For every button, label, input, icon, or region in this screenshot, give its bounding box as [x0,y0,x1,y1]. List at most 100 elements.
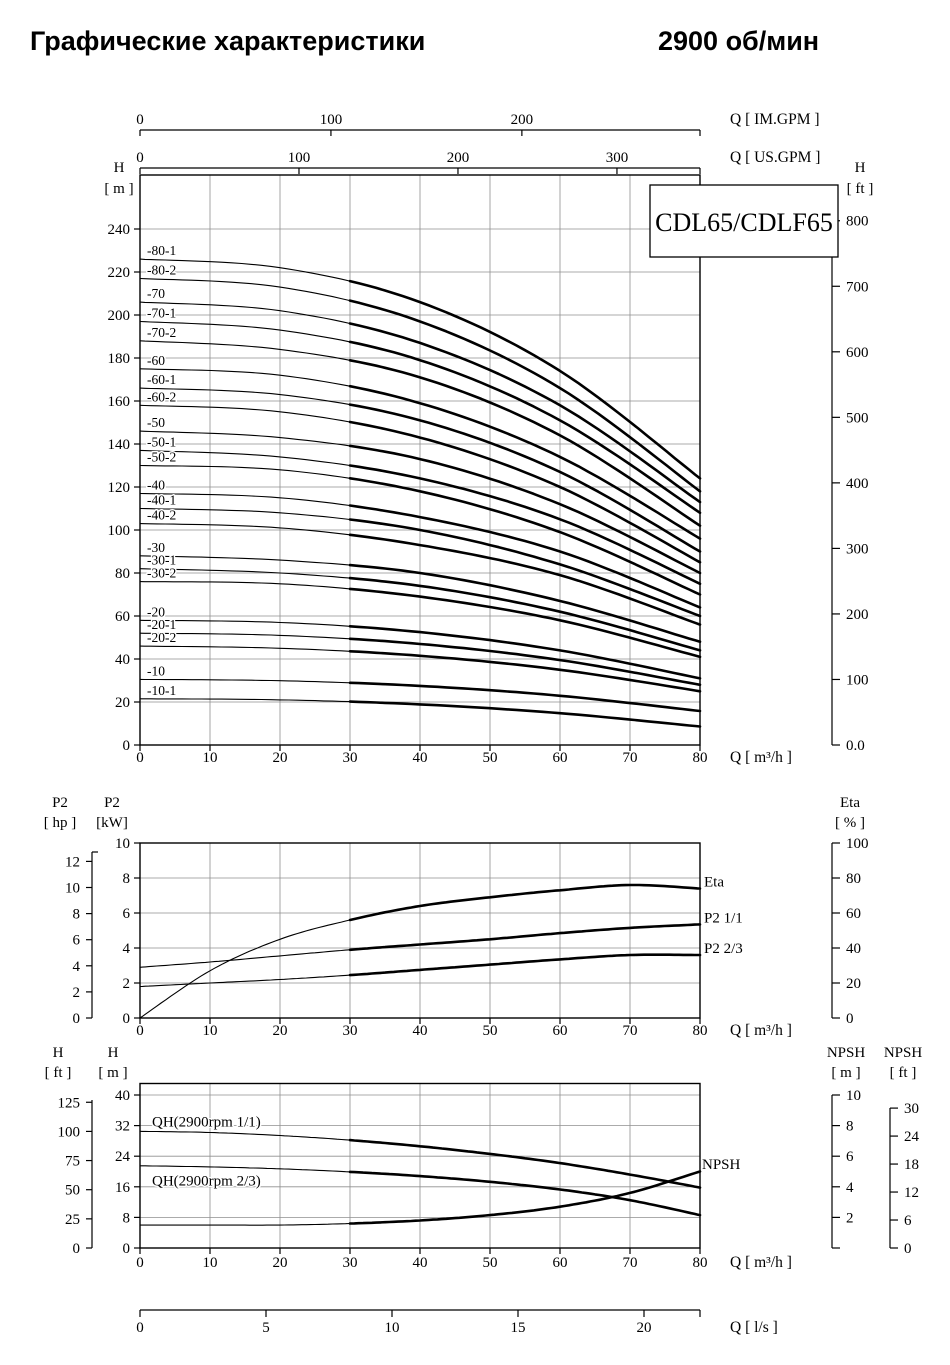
curve-label: QH(2900rpm 1/1) [152,1114,261,1130]
axis-tick-label: 200 [447,150,470,166]
axis-title: Q [ m³/h ] [730,1254,792,1271]
curve--50-2-bold [348,476,702,596]
axis-tick-label: 180 [108,351,131,367]
curve--20-1-thin [139,632,351,640]
axis-tick-label: 12 [65,854,80,870]
curve--40-thin [139,492,351,507]
head-capacity-chart: 0 100 200 Q [ IM.GPM ]0 100 200 300 Q [ US.GPM … [104,111,873,766]
axis-tick-label: 220 [108,265,131,281]
axis-tick-label: 500 [846,410,869,426]
model-label: CDL65/CDLF65 [655,208,833,237]
axis-tick-label: 100 [108,523,131,539]
axis-tick-label: 60 [115,609,130,625]
curve-label: -70-1 [147,305,176,320]
axis-tick-label: 80 [846,871,861,887]
curve--30-1-bold [348,576,702,652]
axis-tick-label: 16 [115,1180,131,1196]
axis-tick-label: 60 [553,1255,568,1271]
axis-tick-label: 10 [385,1320,400,1336]
axis-title: Q [ IM.GPM ] [730,111,820,128]
curve-label: Eta [704,875,724,891]
curve--30-thin [139,555,351,566]
axis-tick-label: 40 [846,941,861,957]
axis-tick-label: 75 [65,1154,80,1170]
axis-title: H [108,1045,119,1061]
axis-tick-label: 32 [115,1119,130,1135]
axis-tick-label: 6 [123,906,131,922]
rpm-label: 2900 об/мин [658,26,820,56]
axis-title: [kW] [96,815,128,831]
curve-label: -30-1 [147,553,176,568]
axis-tick-label: 6 [73,933,81,949]
axis-tick-label: 5 [262,1320,270,1336]
curve--70-1-bold [348,340,702,515]
axis-tick-label: 0 [73,1011,81,1027]
curve--10-thin [139,678,351,684]
curve-label: -30 [147,540,165,555]
axis-tick-label: 200 [108,308,131,324]
curve--70-bold [348,322,702,504]
axis-tick-label: 0 [136,1023,144,1039]
axis-tick-label: 200 [511,112,534,128]
curve--20-2-bold [348,649,702,693]
curve--40-2-thin [139,523,351,536]
axis-tick-label: 10 [203,750,218,766]
axis-title: Q [ m³/h ] [730,1022,792,1039]
axis-tick-label: 60 [553,1023,568,1039]
axis-tick-label: 2 [123,976,131,992]
axis-tick-label: 10 [203,1023,218,1039]
axis-tick-label: 300 [606,150,629,166]
curve--50-1-bold [348,464,702,586]
axis-tick-label: 100 [846,672,869,688]
curve--30-2-bold [348,587,702,659]
curve--60-thin [139,368,351,387]
curve-QH-2900rpm-1-1--bold [348,1138,702,1189]
curve-P2-2/3-thin [139,974,351,988]
curve--20-bold [348,624,702,680]
axis-tick-label: 0 [136,150,144,166]
axis-tick-label: 0 [136,1255,144,1271]
axis-tick-label: 80 [693,750,708,766]
page-title: Графические характеристики [30,26,426,56]
axis-tick-label: 0 [904,1241,912,1257]
axis-tick-label: 20 [273,750,288,766]
axis-tick-label: 10 [115,836,130,852]
axis-title: Q [ l/s ] [730,1319,778,1336]
axis-title: P2 [52,795,68,811]
axis-tick-label: 20 [115,695,130,711]
axis-tick-label: 20 [637,1320,652,1336]
curve-label: -80-2 [147,262,176,277]
axis-title: H [114,160,125,176]
axis-tick-label: 20 [846,976,861,992]
axis-tick-label: 4 [123,941,131,957]
curve-label: -60-1 [147,372,176,387]
curve--70-2-bold [348,358,702,528]
curve-label: NPSH [702,1157,741,1173]
curve-label: -60 [147,353,165,368]
curve-label: -70 [147,286,165,301]
axis-title: [ m ] [104,181,133,197]
axis-title: [ ft ] [45,1065,72,1081]
axis-tick-label: 15 [511,1320,526,1336]
curve-label: -50-2 [147,450,176,465]
axis-tick-label: 2 [73,985,81,1001]
curve-label: -40 [147,477,165,492]
axis-title: [ hp ] [44,815,77,831]
curve-P2-1/1-thin [139,949,351,968]
axis-tick-label: 40 [413,1023,428,1039]
model-box [649,184,839,258]
curve-NPSH-bold [348,1170,702,1225]
curve-label: -60-2 [147,389,176,404]
axis-tick-label: 8 [846,1119,854,1135]
curve--60-2-bold [348,420,702,564]
curve-label: -20-1 [147,617,176,632]
axis-tick-label: 70 [623,1255,638,1271]
curve-label: -10 [147,663,165,678]
axis-tick-label: 240 [108,222,131,238]
curve-QH-2900rpm-2-3--bold [348,1170,702,1217]
curve--10-bold [348,681,702,713]
axis-tick-label: 0.0 [846,738,865,754]
axis-tick-label: 6 [846,1149,854,1165]
curve-label: -10-1 [147,683,176,698]
